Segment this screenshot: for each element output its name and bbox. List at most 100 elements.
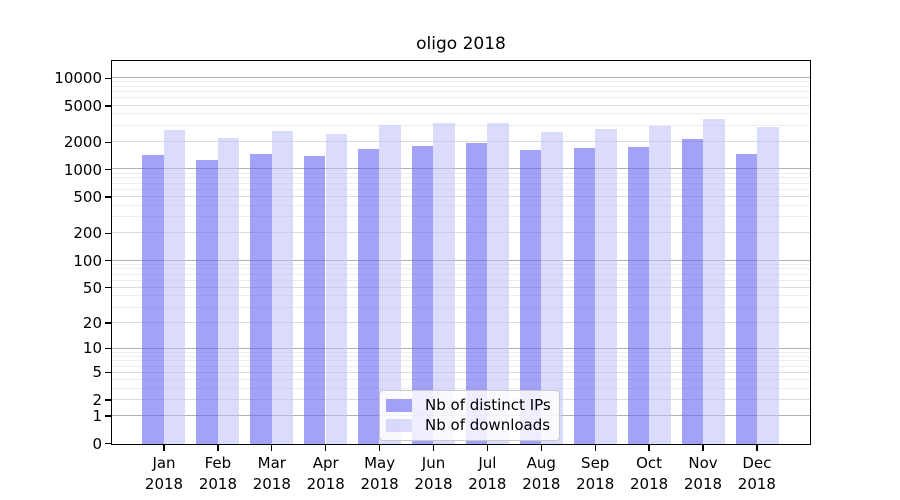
- x-tick-year: 2018: [144, 474, 184, 493]
- y-tick-label-2000: 2000: [63, 133, 102, 152]
- gridline-minor: [112, 387, 810, 389]
- x-tick-label-feb: Feb 2018: [186, 453, 250, 495]
- x-tick-year: 2018: [630, 474, 669, 493]
- plot-area: Nb of distinct IPs Nb of downloads: [111, 60, 811, 445]
- bar-ips-apr: [303, 156, 326, 444]
- x-tick-month: May: [364, 453, 396, 472]
- x-tick-month: Nov: [688, 453, 718, 472]
- bar-ips-jun: [411, 146, 434, 444]
- x-tick-label-mar: Mar 2018: [240, 453, 304, 495]
- y-tick-mark-5000: [105, 105, 112, 107]
- bar-ips-mar: [249, 153, 272, 444]
- y-tick-label-0: 0: [92, 434, 102, 453]
- bar-downloads-mar: [271, 130, 294, 444]
- x-tick-year: 2018: [198, 474, 237, 493]
- gridline-minor: [112, 268, 810, 270]
- x-tick-mark-aug: [540, 445, 542, 451]
- y-tick-label-10000: 10000: [54, 69, 102, 88]
- bar-ips-dec: [735, 154, 758, 444]
- bar-downloads-may: [379, 124, 402, 444]
- y-tick-mark-1: [105, 415, 112, 417]
- gridline-minor: [112, 365, 810, 367]
- x-tick-label-oct: Oct 2018: [617, 453, 681, 495]
- bar-downloads-oct: [649, 125, 671, 444]
- gridline-100: [112, 259, 810, 261]
- chart-title: oligo 2018: [416, 34, 506, 54]
- bar-ips-jul: [465, 142, 488, 444]
- x-tick-mark-sep: [594, 445, 596, 451]
- x-tick-year: 2018: [252, 474, 291, 493]
- legend-swatch-ips: [386, 398, 412, 412]
- x-tick-month: Mar: [257, 453, 286, 472]
- y-tick-label-1000: 1000: [63, 160, 102, 179]
- gridline-500: [112, 196, 810, 197]
- bar-ips-feb: [195, 160, 218, 444]
- bar-ips-oct: [627, 146, 650, 444]
- gridline-minor: [112, 85, 810, 87]
- gridline-200: [112, 232, 810, 234]
- gridline-1000: [112, 168, 810, 170]
- y-tick-mark-10: [105, 347, 112, 350]
- bar-downloads-jan: [163, 130, 186, 444]
- x-tick-year: 2018: [414, 474, 453, 493]
- gridline-minor: [112, 172, 810, 174]
- gridline-minor: [112, 97, 810, 99]
- y-tick-label-5: 5: [92, 363, 102, 382]
- x-tick-year: 2018: [522, 474, 561, 493]
- bar-downloads-feb: [217, 138, 240, 444]
- x-tick-mark-jun: [432, 445, 435, 451]
- y-tick-mark-200: [105, 232, 112, 235]
- x-tick-mark-dec: [756, 445, 758, 451]
- gridline-minor: [112, 113, 810, 115]
- bar-downloads-apr: [325, 134, 348, 444]
- y-tick-mark-2: [105, 399, 112, 401]
- gridline-2000: [112, 140, 810, 142]
- x-tick-year: 2018: [306, 474, 345, 493]
- y-tick-mark-1000: [105, 168, 112, 171]
- x-tick-label-sep: Sep 2018: [563, 453, 627, 495]
- x-tick-year: 2018: [468, 474, 507, 493]
- x-tick-mark-feb: [217, 445, 219, 451]
- gridline-minor: [112, 188, 810, 190]
- gridline-minor: [112, 295, 810, 297]
- x-tick-mark-nov: [702, 445, 704, 451]
- x-tick-month: Dec: [742, 453, 772, 472]
- x-tick-mark-jul: [486, 445, 489, 451]
- y-tick-label-20: 20: [82, 313, 102, 332]
- x-tick-label-apr: Apr 2018: [294, 453, 358, 495]
- y-tick-mark-10000: [105, 77, 112, 80]
- gridline-minor: [112, 263, 810, 265]
- legend-label-downloads: Nb of downloads: [425, 416, 551, 434]
- gridline-minor: [112, 360, 810, 362]
- x-tick-year: 2018: [737, 474, 776, 493]
- gridline-10000: [112, 77, 810, 79]
- x-tick-year: 2018: [576, 474, 615, 493]
- bar-ips-jan: [141, 154, 164, 444]
- y-tick-mark-2000: [105, 141, 112, 143]
- y-tick-mark-0: [105, 442, 112, 445]
- y-tick-mark-20: [105, 322, 112, 324]
- x-tick-label-jul: Jul 2018: [455, 453, 519, 495]
- gridline-minor: [112, 379, 810, 381]
- gridline-minor: [112, 177, 810, 179]
- y-tick-mark-50: [105, 286, 112, 289]
- x-tick-month: Oct: [636, 453, 663, 472]
- gridline-minor: [112, 81, 810, 83]
- x-tick-year: 2018: [683, 474, 723, 493]
- gridline-minor: [112, 182, 810, 184]
- legend-label-distinct-ips: Nb of distinct IPs: [425, 396, 551, 414]
- gridline-10: [112, 347, 810, 349]
- gridline-minor: [112, 306, 810, 308]
- x-tick-label-nov: Nov 2018: [671, 453, 735, 495]
- gridline-minor: [112, 204, 810, 206]
- gridline-minor: [112, 216, 810, 218]
- x-tick-month: Jun: [421, 453, 446, 472]
- bar-downloads-sep: [595, 129, 618, 444]
- x-tick-month: Jan: [152, 453, 176, 472]
- x-tick-month: Apr: [312, 453, 339, 472]
- x-tick-month: Sep: [581, 453, 610, 472]
- gridline-minor: [112, 124, 810, 126]
- x-tick-label-aug: Aug 2018: [509, 453, 573, 495]
- x-tick-year: 2018: [360, 474, 399, 493]
